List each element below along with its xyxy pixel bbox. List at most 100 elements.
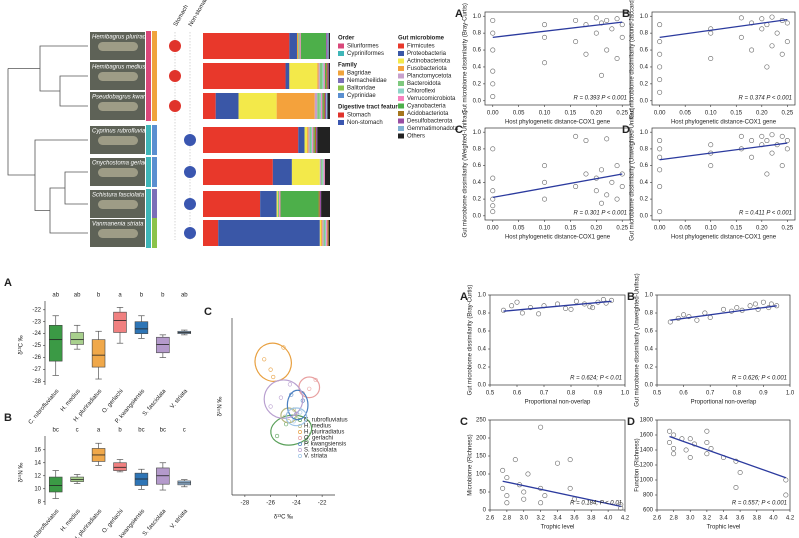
significance-letter: ab	[74, 293, 81, 299]
y-tick-label: 0.4	[640, 65, 649, 71]
legend-swatch	[398, 81, 404, 86]
x-tick-label: 0.25	[616, 226, 628, 232]
point	[490, 47, 496, 53]
y-axis-label: Gut microbiome dissimilarity (Bray-Curti…	[468, 285, 474, 396]
box	[113, 311, 127, 333]
point	[490, 203, 496, 209]
legend-label: Stomach	[347, 113, 371, 119]
bar-segment	[319, 220, 322, 246]
y-tick-label: 10	[34, 486, 41, 492]
legend-label: Fusobacteriota	[407, 66, 447, 72]
annotation: R = 0.184; P < 0.01	[570, 501, 622, 507]
plot-frame	[489, 419, 626, 511]
x-axis-label: Host phylogenetic distance-COX1 gene	[671, 120, 777, 126]
y-tick-label: 800	[643, 493, 654, 499]
point	[614, 196, 620, 202]
tract-dot	[184, 134, 196, 146]
point	[704, 439, 710, 445]
legend-label: Siluriformes	[347, 44, 379, 50]
y-tick-label: 0	[483, 508, 487, 514]
point	[490, 68, 496, 74]
fish-shape	[98, 42, 138, 51]
x-tick-label: 4.0	[769, 516, 778, 522]
bar-segment	[319, 63, 323, 89]
y-axis-label: δ¹³C ‰	[19, 335, 25, 354]
legend-label: Cypriniformes	[347, 51, 384, 57]
bar-segment	[321, 159, 323, 185]
y-tick-label: 0.2	[640, 81, 649, 87]
phylogenetic-tree	[7, 45, 88, 234]
bar-segment	[272, 159, 292, 185]
point	[542, 34, 548, 40]
x-tick-label: 3.4	[553, 516, 562, 522]
legend-label: Chloroflexi	[407, 89, 435, 95]
bar-segment	[318, 63, 320, 89]
y-tick-label: 1000	[640, 478, 654, 484]
bar-segment	[323, 220, 325, 246]
y-tick-label: 1800	[640, 418, 654, 424]
legend-marker	[298, 442, 302, 446]
point	[657, 77, 663, 83]
point	[687, 454, 693, 460]
tract-dot	[169, 100, 181, 112]
x-tick-label: -24	[292, 501, 301, 507]
y-tick-label: 1400	[640, 448, 654, 454]
box	[70, 332, 84, 345]
ellipse	[286, 389, 309, 421]
legend-swatch	[338, 78, 344, 83]
legend-label: Cyanobacteria	[407, 104, 446, 110]
x-tick-label: 3.6	[570, 516, 579, 522]
point	[262, 357, 267, 362]
y-axis-label: Microbiome (Richness)	[468, 434, 474, 495]
legend-label: Others	[407, 134, 425, 140]
box	[91, 339, 106, 368]
point	[614, 163, 620, 169]
point	[307, 386, 312, 391]
bar-segment	[323, 93, 325, 119]
bar-segment	[319, 93, 322, 119]
point	[609, 26, 615, 32]
plot-frame	[484, 11, 631, 106]
point	[619, 184, 625, 190]
bar-segment	[327, 93, 330, 119]
bar-segment	[298, 127, 305, 153]
significance-letter: bc	[53, 428, 59, 434]
legend-title: Order	[338, 36, 355, 42]
point	[604, 17, 610, 23]
x-tick-label: 1.0	[621, 391, 630, 397]
y-tick-label: 1600	[640, 433, 654, 439]
bar-segment	[304, 127, 308, 153]
fish-name: Pseudobagrus kwangsiensis	[92, 95, 168, 101]
point	[593, 15, 599, 21]
point	[542, 493, 548, 499]
x-tick-label: 0.10	[705, 226, 717, 232]
point	[738, 15, 744, 21]
point	[509, 303, 515, 309]
x-tick-label: 0.5	[486, 391, 495, 397]
x-tick-label: 0.20	[590, 111, 602, 117]
point	[609, 179, 615, 185]
x-axis-label: Host phylogenetic distance-COX1 gene	[505, 235, 611, 241]
point	[768, 301, 774, 307]
y-tick-label: 0.8	[478, 311, 487, 317]
y-tick-label: 0.0	[640, 213, 649, 219]
point	[504, 475, 510, 481]
y-tick-label: 14	[34, 460, 41, 466]
point	[749, 47, 755, 53]
point	[702, 310, 708, 316]
point	[514, 299, 520, 305]
point	[527, 305, 533, 311]
order-strip	[146, 91, 151, 121]
significance-letter: c	[183, 428, 186, 434]
bar-segment	[322, 63, 324, 89]
legend-swatch	[398, 96, 404, 101]
legend-swatch	[338, 51, 344, 56]
order-strip	[146, 189, 151, 219]
y-tick-label: 0.2	[640, 197, 649, 203]
x-tick-label: 0.20	[756, 226, 768, 232]
tract-dot	[184, 166, 196, 178]
order-strip	[146, 125, 151, 155]
y-axis-label: δ¹⁵N ‰	[217, 397, 224, 417]
point	[752, 301, 758, 307]
y-tick-label: 0.6	[473, 163, 482, 169]
